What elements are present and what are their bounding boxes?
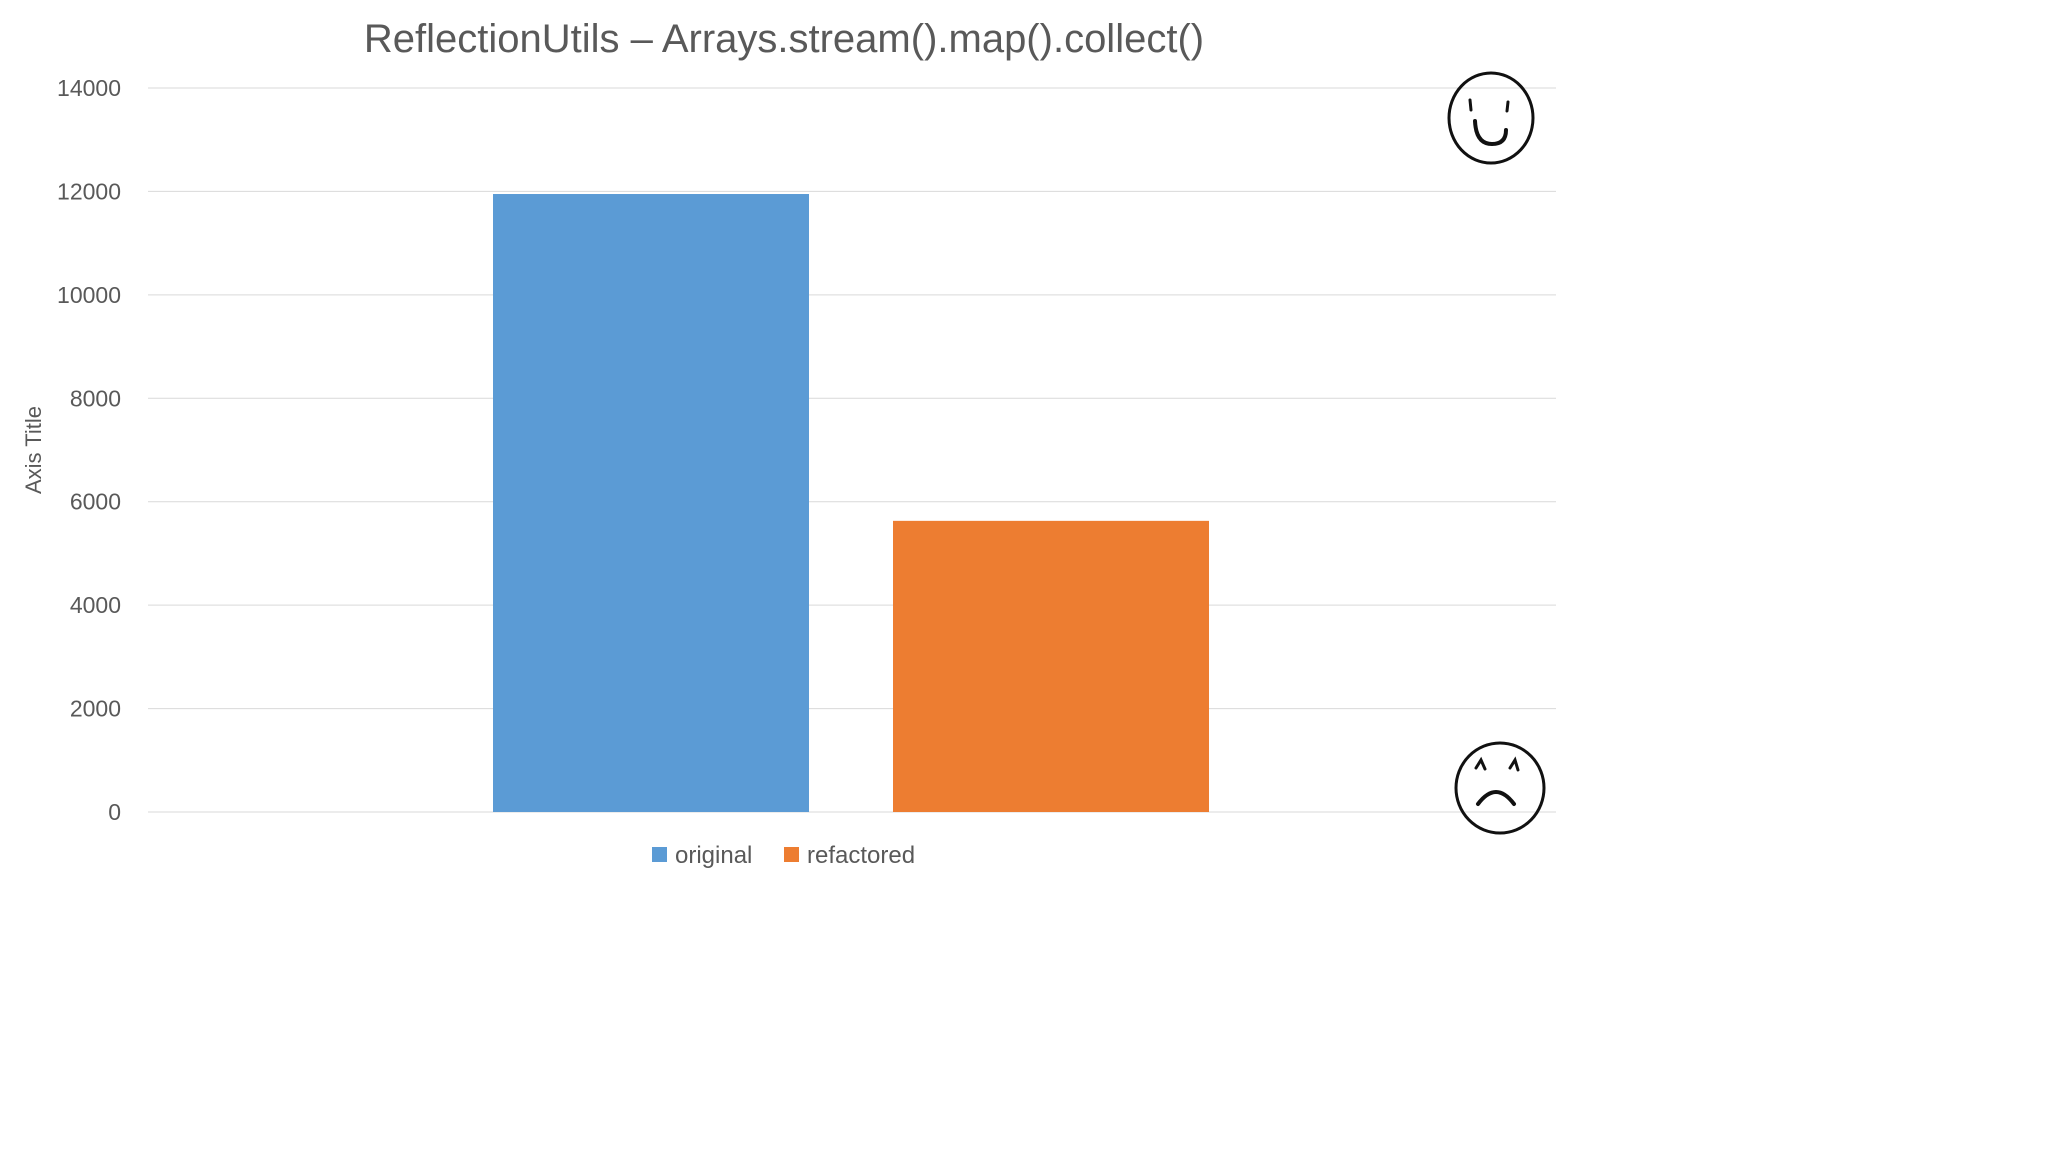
bar-refactored: [893, 520, 1209, 812]
legend-label-refactored: refactored: [807, 842, 915, 869]
y-tick-label: 4000: [70, 592, 121, 618]
bars: [493, 194, 1209, 812]
bar-chart: ReflectionUtils – Arrays.stream().map().…: [21, 17, 1556, 869]
legend-label-original: original: [675, 842, 752, 869]
y-axis-title: Axis Title: [21, 406, 46, 494]
y-tick-label: 14000: [57, 75, 121, 101]
gridlines: [148, 87, 1556, 813]
y-tick-label: 12000: [57, 178, 121, 204]
legend: original refactored: [652, 842, 915, 869]
smiley-face-icon: [1447, 71, 1535, 165]
y-tick-label: 2000: [70, 696, 121, 722]
chart-title: ReflectionUtils – Arrays.stream().map().…: [364, 17, 1204, 61]
y-tick-label: 6000: [70, 489, 121, 515]
frowny-face-icon: [1454, 741, 1546, 835]
legend-swatch-refactored: [784, 847, 799, 862]
y-tick-label: 10000: [57, 282, 121, 308]
legend-swatch-original: [652, 847, 667, 862]
y-tick-label: 8000: [70, 385, 121, 411]
bar-original: [493, 194, 809, 812]
y-axis-ticks: 0 2000 4000 6000 8000 10000 12000 14000: [57, 75, 121, 825]
chart-container: ReflectionUtils – Arrays.stream().map().…: [21, 17, 1556, 869]
y-tick-label: 0: [108, 799, 121, 825]
